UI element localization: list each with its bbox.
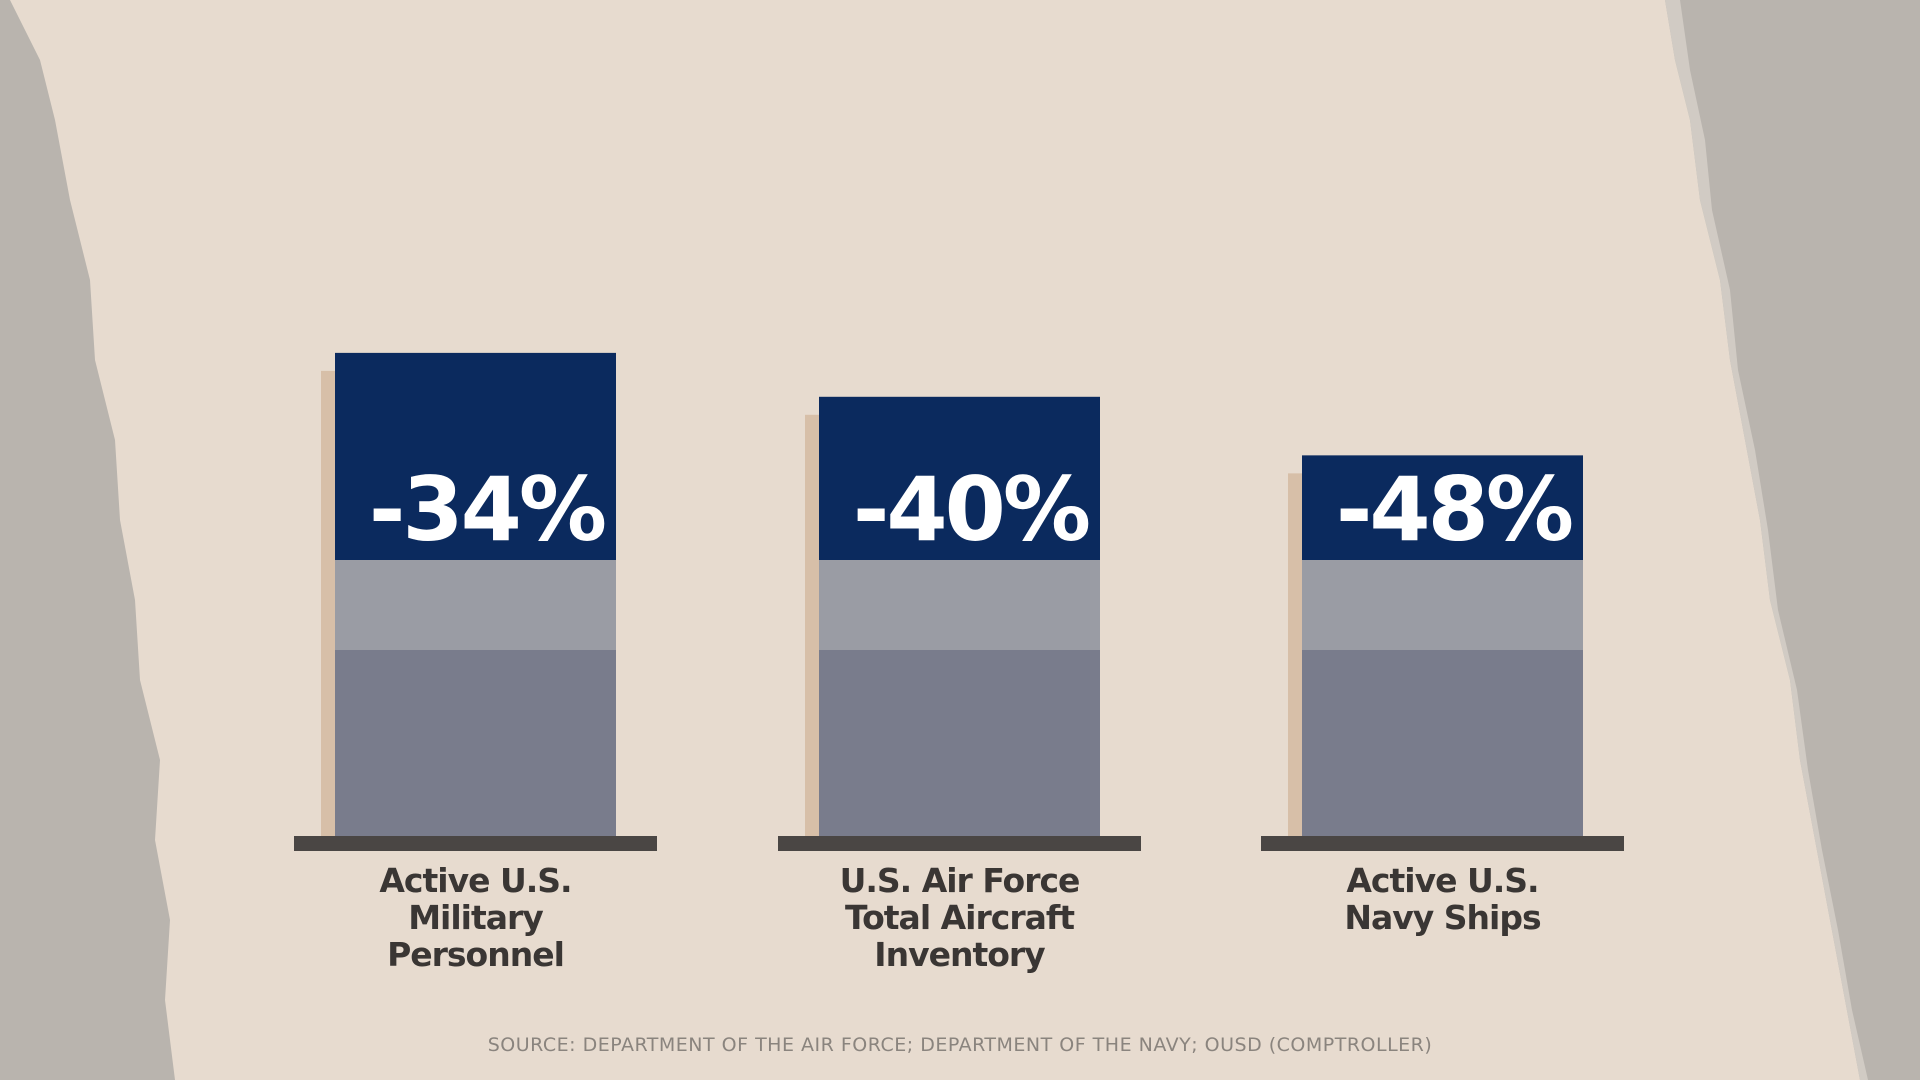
bar-base: [778, 836, 1141, 851]
bar-photo-shade: [335, 650, 616, 836]
torn-edge-right: [1665, 0, 1868, 1080]
bar-photo-shade: [819, 650, 1100, 836]
value-label: -40%: [853, 458, 1089, 561]
source-note: SOURCE: DEPARTMENT OF THE AIR FORCE; DEP…: [487, 1034, 1433, 1056]
category-label: U.S. Air Force Total Aircraft Inventory: [839, 861, 1081, 974]
bar-base: [294, 836, 657, 851]
value-label: -48%: [1336, 458, 1572, 561]
category-label: Active U.S. Military Personnel: [379, 861, 572, 974]
category-label: Active U.S. Navy Ships: [1344, 861, 1541, 937]
bar-base: [1261, 836, 1624, 851]
value-label: -34%: [369, 458, 605, 561]
bar-photo-shade: [1302, 650, 1583, 836]
